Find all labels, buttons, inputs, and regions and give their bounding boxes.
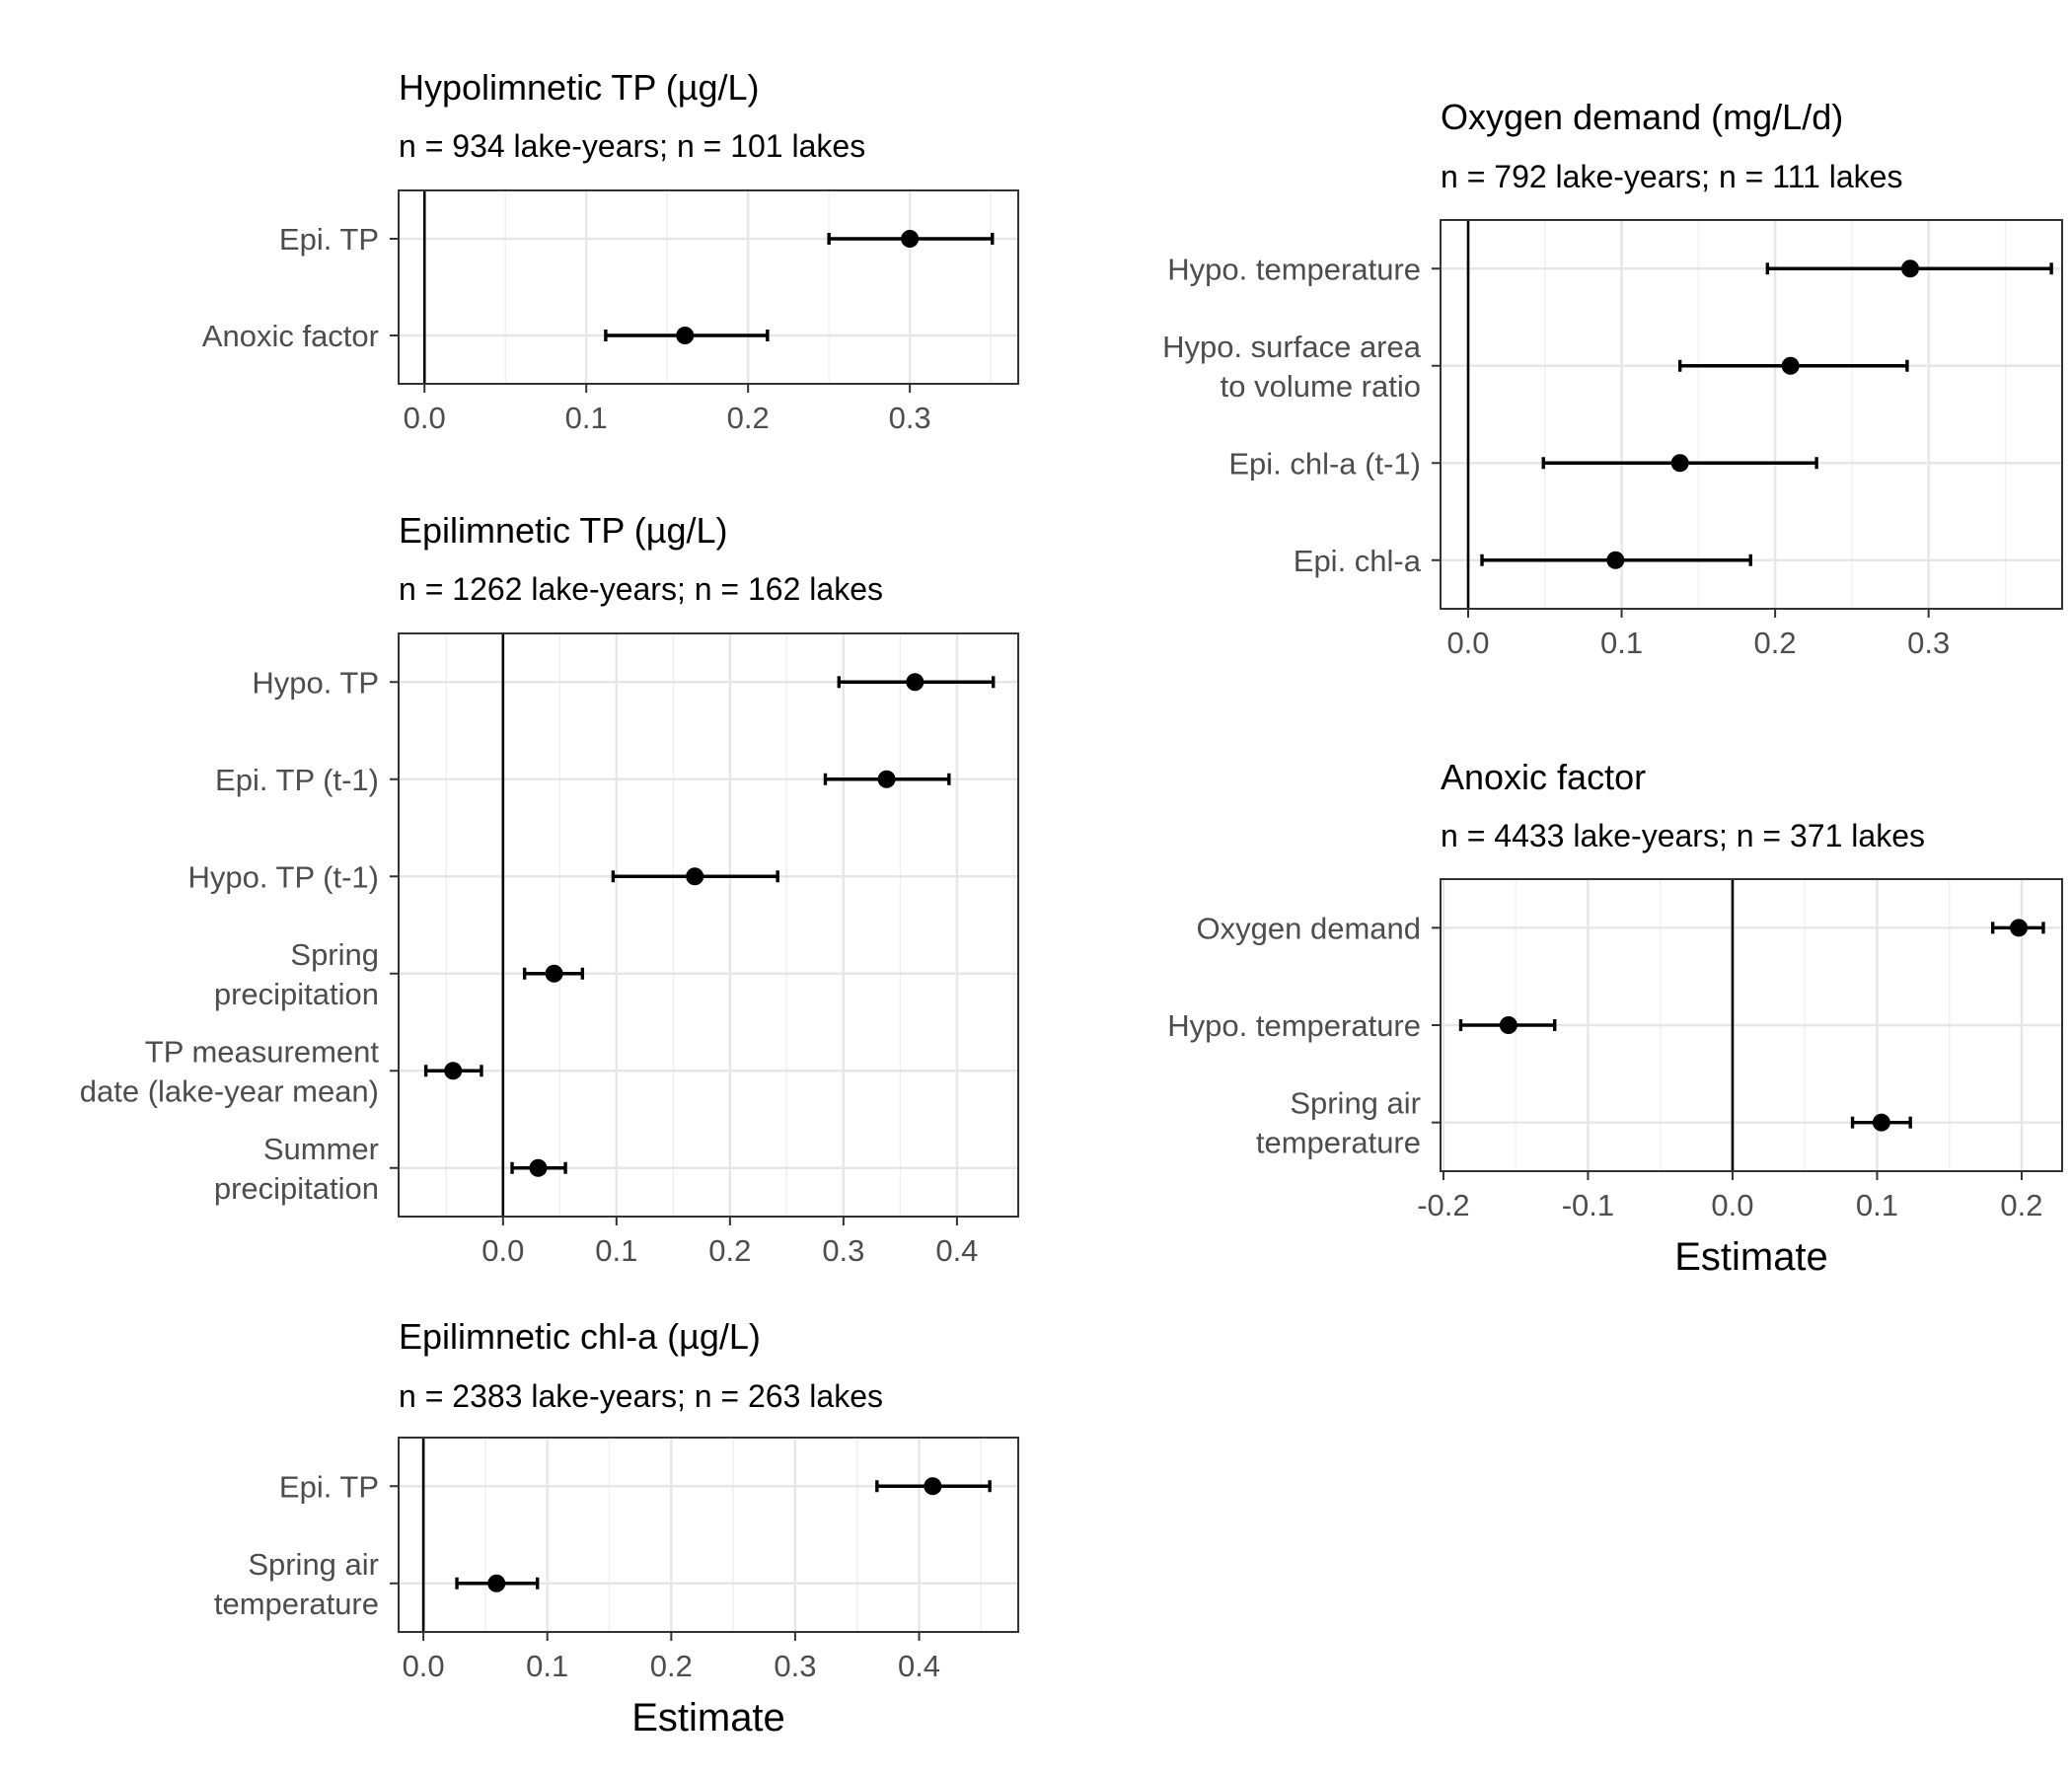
panel-subtitle: n = 934 lake-years; n = 101 lakes <box>399 128 865 164</box>
y-tick-label: Hypo. TP <box>252 665 379 700</box>
panel-border <box>398 632 1019 1218</box>
x-tick-label: 0.1 <box>526 1649 568 1683</box>
estimate-point <box>444 1062 463 1080</box>
x-tick-label: 0.1 <box>595 1233 637 1268</box>
y-tick-label: temperature <box>214 1587 379 1621</box>
y-tick-label: Hypo. TP (t-1) <box>187 859 379 894</box>
x-tick-label: -0.2 <box>1417 1188 1469 1222</box>
estimate-point <box>1872 1113 1890 1132</box>
x-tick-label: 0.2 <box>708 1233 751 1268</box>
x-tick-label: 0.0 <box>1711 1188 1753 1222</box>
y-tick-label: Hypo. temperature <box>1167 1008 1421 1043</box>
panel-subtitle: n = 4433 lake-years; n = 371 lakes <box>1441 818 1925 853</box>
x-tick-label: 0.0 <box>481 1233 524 1268</box>
y-tick-label: Spring <box>290 937 379 972</box>
estimate-point <box>529 1158 548 1177</box>
x-tick-label: 0.4 <box>898 1649 940 1683</box>
x-tick-label: 0.0 <box>1446 626 1489 660</box>
y-tick-label: Epi. chl-a (t-1) <box>1228 446 1421 481</box>
estimate-point <box>901 230 920 248</box>
x-tick-label: -0.1 <box>1562 1188 1614 1222</box>
estimate-point <box>2010 919 2029 937</box>
estimate-point <box>877 770 896 788</box>
estimate-point <box>545 964 563 983</box>
estimate-point <box>906 673 925 692</box>
panel-border <box>1440 878 2063 1172</box>
estimate-point <box>924 1477 942 1496</box>
x-tick-label: 0.4 <box>935 1233 978 1268</box>
panel-title: Hypolimnetic TP (µg/L) <box>399 67 760 108</box>
panel-p5: Anoxic factor n = 4433 lake-years; n = 37… <box>1167 757 2063 1279</box>
x-tick-label: 0.2 <box>1754 626 1797 660</box>
estimate-point <box>686 867 704 886</box>
x-tick-label: 0.1 <box>1600 626 1643 660</box>
x-tick-label: 0.3 <box>1907 626 1950 660</box>
y-tick-label: to volume ratio <box>1221 369 1421 404</box>
y-tick-label: Epi. chl-a <box>1294 544 1422 578</box>
x-tick-label: 0.2 <box>727 401 770 435</box>
x-tick-label: 0.3 <box>822 1233 864 1268</box>
x-tick-label: 0.1 <box>1856 1188 1898 1222</box>
panel-title: Epilimnetic TP (µg/L) <box>399 510 728 551</box>
y-tick-label: TP measurement <box>145 1034 380 1069</box>
estimate-point <box>1606 551 1625 569</box>
panel-subtitle: n = 792 lake-years; n = 111 lakes <box>1441 159 1902 194</box>
estimate-point <box>1499 1016 1517 1034</box>
y-tick-label: Epi. TP <box>279 1469 379 1504</box>
panel-p4: Oxygen demand (mg/L/d) n = 792 lake-years… <box>1162 97 2063 660</box>
estimate-point <box>1901 259 1919 278</box>
x-tick-label: 0.0 <box>403 1649 445 1683</box>
panel-p3: Epilimnetic chl-a (µg/L) n = 2383 lake-ye… <box>214 1316 1019 1739</box>
y-tick-label: Spring air <box>248 1547 379 1582</box>
estimate-point <box>676 327 695 344</box>
panel-subtitle: n = 1262 lake-years; n = 162 lakes <box>399 571 883 607</box>
x-axis-title: Estimate <box>631 1696 785 1739</box>
x-tick-label: 0.0 <box>404 401 446 435</box>
y-tick-label: precipitation <box>214 1171 379 1206</box>
x-tick-label: 0.2 <box>650 1649 693 1683</box>
panel-p1: Hypolimnetic TP (µg/L) n = 934 lake-years… <box>202 67 1019 435</box>
panel-title: Oxygen demand (mg/L/d) <box>1441 97 1843 137</box>
y-tick-label: Hypo. temperature <box>1167 252 1421 286</box>
y-tick-label: Spring air <box>1290 1086 1421 1121</box>
x-tick-label: 0.3 <box>774 1649 816 1683</box>
x-tick-label: 0.3 <box>889 401 931 435</box>
x-axis-title: Estimate <box>1674 1235 1828 1279</box>
x-tick-label: 0.1 <box>565 401 608 435</box>
panel-p2: Epilimnetic TP (µg/L) n = 1262 lake-years… <box>80 510 1019 1268</box>
y-tick-label: Oxygen demand <box>1197 911 1421 945</box>
y-tick-label: Anoxic factor <box>202 319 379 353</box>
panel-border <box>398 189 1019 385</box>
estimate-point <box>1670 454 1689 473</box>
panel-subtitle: n = 2383 lake-years; n = 263 lakes <box>399 1378 883 1414</box>
y-tick-label: Epi. TP <box>279 222 379 257</box>
estimate-point <box>1781 356 1800 375</box>
panel-title: Anoxic factor <box>1441 757 1646 797</box>
panel-border <box>398 1437 1019 1633</box>
y-tick-label: Epi. TP (t-1) <box>215 763 379 797</box>
panel-border <box>1440 219 2063 610</box>
y-tick-label: Hypo. surface area <box>1162 330 1422 364</box>
y-tick-label: temperature <box>1256 1126 1421 1160</box>
y-tick-label: date (lake-year mean) <box>80 1073 379 1108</box>
x-tick-label: 0.2 <box>2000 1188 2042 1222</box>
estimate-point <box>487 1574 506 1592</box>
y-tick-label: precipitation <box>214 977 379 1011</box>
y-tick-label: Summer <box>263 1132 379 1166</box>
panel-title: Epilimnetic chl-a (µg/L) <box>399 1316 761 1357</box>
